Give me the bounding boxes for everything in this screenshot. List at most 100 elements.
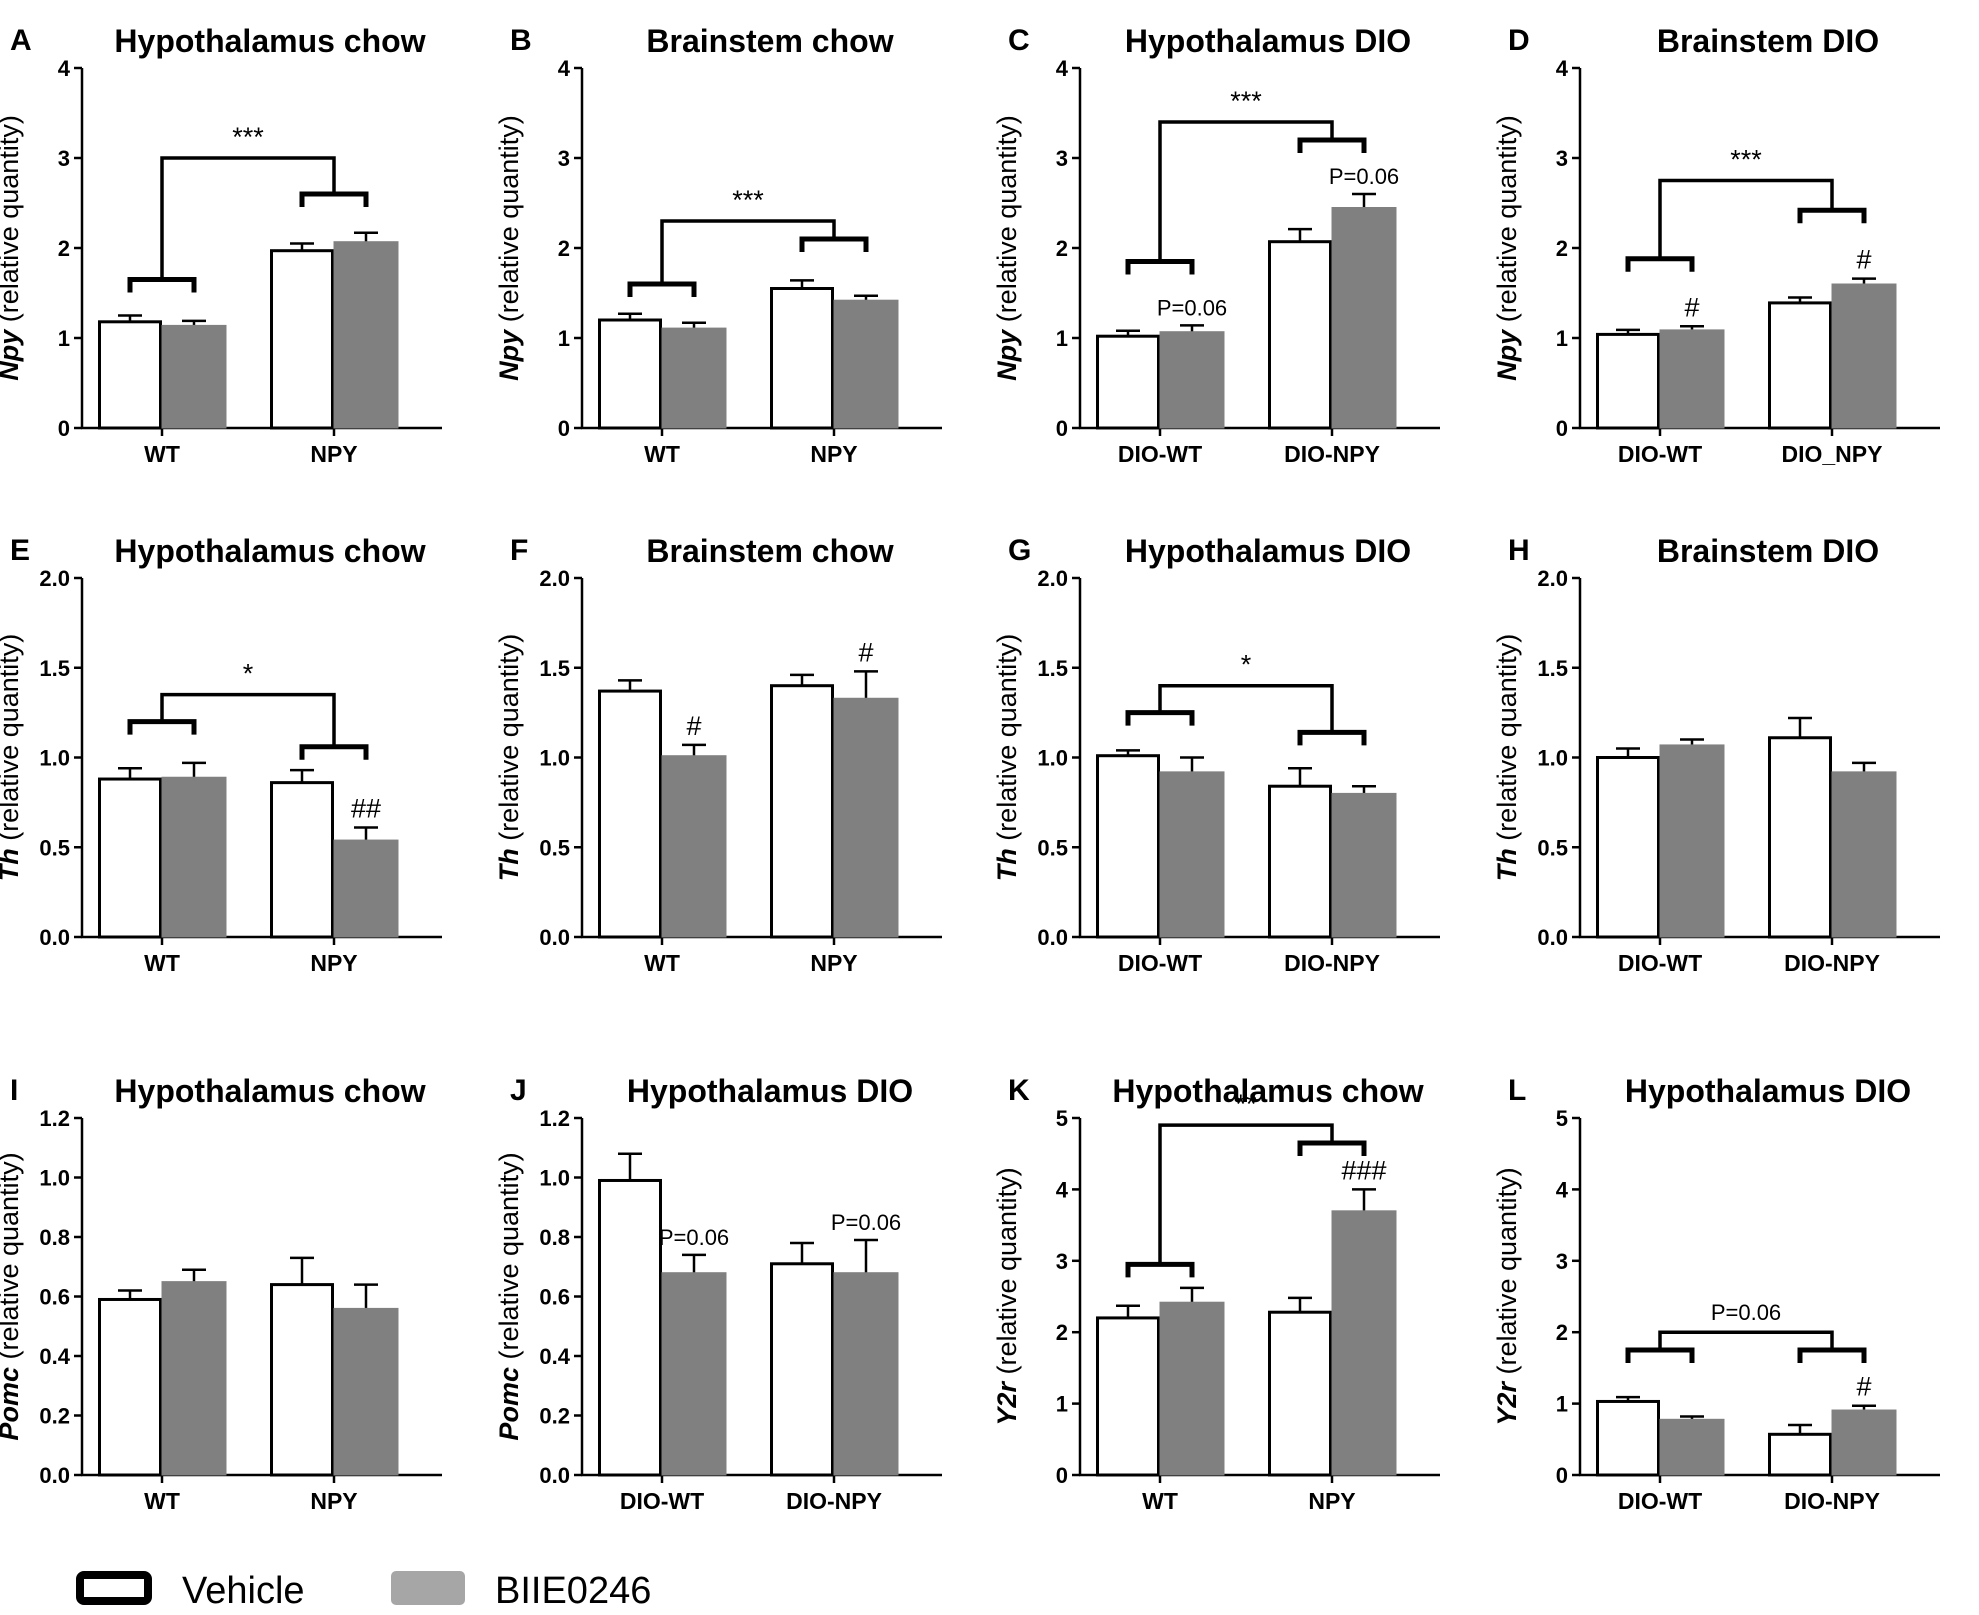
comparison-mark: ***	[732, 185, 764, 215]
y-tick-label: 4	[1556, 1177, 1569, 1202]
y-tick-label: 4	[1556, 56, 1569, 81]
y-axis-label: Th (relative quantity)	[992, 634, 1022, 882]
bar-biie0246	[1331, 1210, 1397, 1476]
chart-title: Brainstem chow	[646, 533, 893, 569]
y-tick-label: 1	[1056, 1392, 1068, 1417]
y-tick-label: 2	[1556, 1320, 1568, 1345]
x-category-label: WT	[644, 950, 680, 976]
bar-vehicle	[1096, 334, 1160, 430]
y-tick-label: 0.5	[39, 835, 70, 860]
y-axis-unit: (relative quantity)	[1492, 634, 1522, 849]
significance-mark: P=0.06	[831, 1210, 901, 1235]
chart-title: Brainstem DIO	[1657, 533, 1879, 569]
y-axis-gene: Npy	[0, 328, 24, 381]
y-tick-label: 1.5	[39, 656, 70, 681]
group-bracket	[627, 281, 697, 297]
y-axis-unit: (relative quantity)	[0, 1152, 24, 1367]
y-tick-label: 2	[1556, 236, 1568, 261]
group-bracket	[127, 719, 197, 735]
y-axis-gene: Th	[992, 848, 1022, 881]
y-axis-label: Npy (relative quantity)	[1492, 115, 1522, 381]
x-category-label: NPY	[310, 950, 357, 976]
bar-biie0246	[833, 1272, 899, 1476]
x-category-label: NPY	[810, 441, 857, 467]
y-tick-label: 1.0	[1037, 746, 1068, 771]
group-bracket	[299, 191, 369, 207]
y-tick-label: 0.0	[39, 925, 70, 950]
y-tick-label: 3	[1056, 146, 1068, 171]
x-category-label: DIO-WT	[1618, 1488, 1702, 1514]
bar-vehicle	[598, 318, 662, 430]
significance-mark: #	[686, 711, 701, 741]
group-bracket	[1297, 137, 1367, 153]
y-tick-label: 0	[558, 416, 570, 441]
comparison-bracket	[1158, 120, 1334, 262]
x-category-label: DIO-WT	[1118, 950, 1202, 976]
bar-biie0246	[333, 1307, 399, 1476]
y-tick-label: 0.6	[39, 1285, 70, 1310]
y-tick-label: 0.0	[1537, 925, 1568, 950]
group-bracket	[1297, 729, 1367, 746]
x-category-label: DIO-WT	[1618, 950, 1702, 976]
group-bracket	[299, 744, 369, 760]
bar-biie0246	[1159, 331, 1225, 429]
y-tick-label: 0.6	[539, 1285, 570, 1310]
y-tick-label: 1.5	[1037, 656, 1068, 681]
x-category-label: DIO_NPY	[1782, 441, 1883, 467]
bar-biie0246	[333, 839, 399, 938]
chart-title: Hypothalamus chow	[114, 23, 425, 59]
legend-vehicle-swatch	[76, 1571, 152, 1605]
y-tick-label: 0.2	[539, 1404, 570, 1429]
group-bracket	[799, 236, 869, 252]
x-category-label: NPY	[310, 441, 357, 467]
bar-vehicle	[1268, 240, 1332, 430]
bar-vehicle	[98, 320, 162, 430]
x-category-label: DIO-NPY	[1784, 950, 1880, 976]
panel-l: L Hypothalamus DIO 0 1 2 3 4 5 Y2r (relative qua…	[1492, 1073, 1940, 1514]
x-category-label: DIO-NPY	[1284, 950, 1380, 976]
bar-vehicle	[770, 684, 834, 939]
y-axis-label: Y2r (relative quantity)	[992, 1167, 1022, 1425]
chart-title: Hypothalamus chow	[1112, 1073, 1423, 1109]
x-category-label: DIO-NPY	[786, 1488, 882, 1514]
panel-j: J Hypothalamus DIO 0.0 0.2 0.4 0.6 0.8 1.0 1.2 Po…	[494, 1073, 942, 1514]
y-tick-label: 0.5	[539, 835, 570, 860]
y-axis-unit: (relative quantity)	[992, 115, 1022, 330]
panel-d: D Brainstem DIO 0 1 2 3 4 Npy (relative quantit…	[1492, 23, 1940, 467]
chart-title: Brainstem chow	[646, 23, 893, 59]
comparison-bracket	[1158, 1123, 1334, 1265]
y-tick-label: 1.5	[1537, 656, 1568, 681]
comparison-mark: ***	[1230, 86, 1262, 116]
chart-title: Brainstem DIO	[1657, 23, 1879, 59]
y-tick-label: 4	[58, 56, 71, 81]
bar-biie0246	[661, 1272, 727, 1476]
significance-mark: P=0.06	[659, 1225, 729, 1250]
group-bracket	[1797, 207, 1867, 224]
chart-title: Hypothalamus DIO	[1625, 1073, 1911, 1109]
y-tick-label: 0	[1556, 1463, 1568, 1488]
bar-vehicle	[1096, 754, 1160, 939]
y-tick-label: 5	[1556, 1106, 1568, 1131]
y-axis-unit: (relative quantity)	[992, 1167, 1022, 1382]
bar-vehicle	[1268, 784, 1332, 939]
comparison-mark: ***	[232, 122, 264, 152]
y-tick-label: 0.2	[39, 1404, 70, 1429]
bar-biie0246	[1331, 207, 1397, 429]
x-category-label: DIO-NPY	[1284, 441, 1380, 467]
bar-vehicle	[1096, 1316, 1160, 1477]
x-category-label: WT	[144, 1488, 180, 1514]
bar-vehicle	[770, 287, 834, 430]
y-axis-unit: (relative quantity)	[1492, 1167, 1522, 1382]
bar-biie0246	[1659, 744, 1725, 938]
y-tick-label: 0	[1056, 1463, 1068, 1488]
y-axis-label: Th (relative quantity)	[0, 634, 24, 882]
y-tick-label: 1.0	[39, 1166, 70, 1191]
bar-vehicle	[1768, 736, 1832, 939]
bar-vehicle	[1268, 1310, 1332, 1477]
bar-biie0246	[833, 697, 899, 938]
chart-title: Hypothalamus DIO	[1125, 23, 1411, 59]
y-tick-label: 1	[58, 326, 70, 351]
chart-title: Hypothalamus chow	[114, 533, 425, 569]
